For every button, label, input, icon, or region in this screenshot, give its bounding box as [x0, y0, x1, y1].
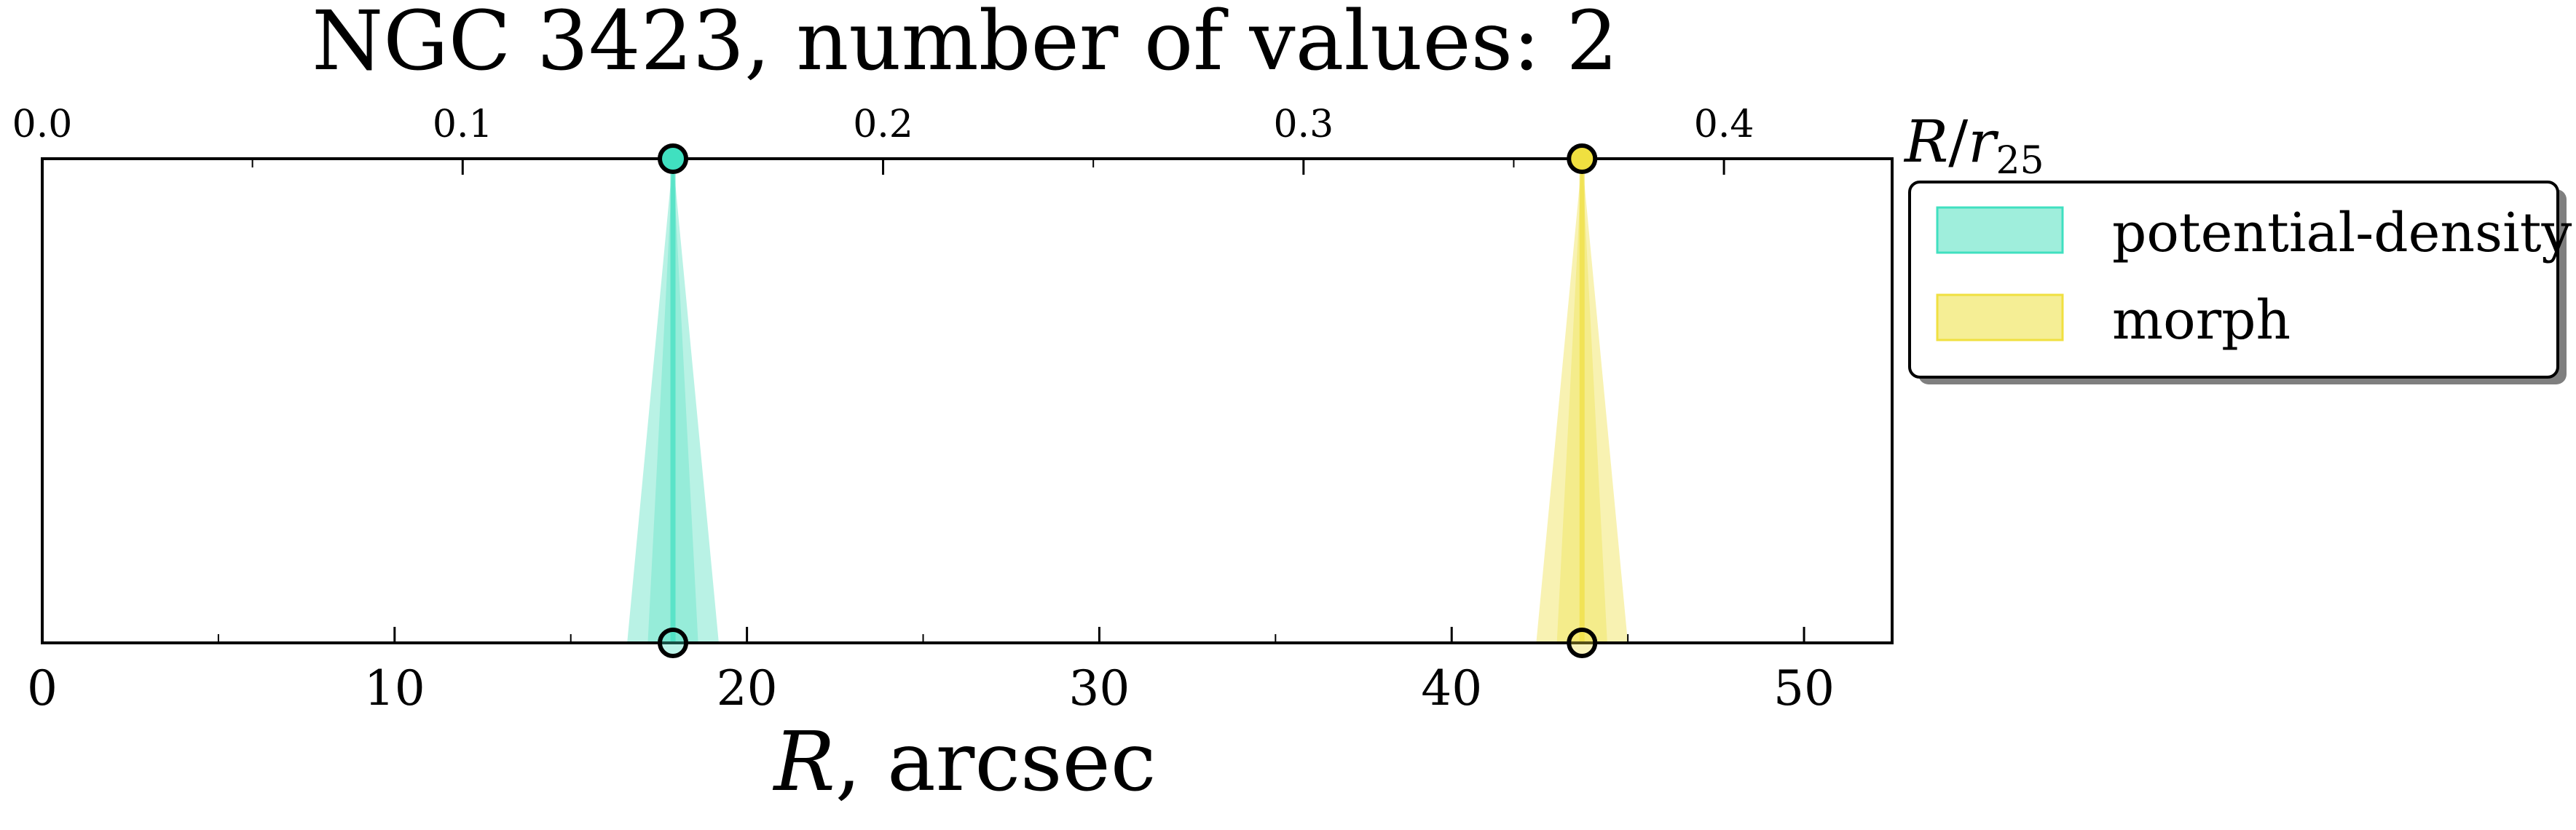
series-marker-morph-bottom	[1567, 628, 1598, 658]
series-marker-morph-top	[1567, 143, 1598, 174]
legend-label-potential-density: potential-density	[2112, 202, 2572, 264]
top-tick-label: 0.4	[1694, 103, 1754, 146]
legend-swatch-potential-density	[1936, 206, 2064, 254]
chart-title: NGC 3423, number of values: 2	[312, 0, 1618, 89]
x-tick-label: 50	[1773, 660, 1835, 716]
top-tick-label: 0.3	[1273, 103, 1334, 146]
series-marker-potential-density-bottom	[658, 628, 689, 658]
x-tick-label: 40	[1421, 660, 1482, 716]
x-axis-label: R, arcsec	[772, 715, 1156, 810]
plot-frame	[41, 157, 1894, 644]
top-axis-label: R/r25	[1903, 108, 2044, 183]
legend: potential-density morph	[1908, 181, 2572, 384]
legend-swatch-morph	[1936, 293, 2064, 341]
x-tick-label: 10	[364, 660, 425, 716]
top-tick-label: 0.1	[433, 103, 493, 146]
x-tick-label: 30	[1068, 660, 1130, 716]
series-marker-potential-density-top	[658, 143, 689, 174]
top-tick-label: 0.0	[12, 103, 73, 146]
x-tick-label: 20	[717, 660, 778, 716]
legend-box	[1908, 181, 2559, 379]
bottom-axis: 0 10 20 30 40 50	[27, 627, 1835, 716]
markers-layer	[658, 143, 1598, 658]
series-layer	[627, 159, 1628, 643]
top-axis: 0.0 0.1 0.2 0.3 0.4	[12, 103, 1754, 175]
x-tick-label: 0	[27, 660, 58, 716]
legend-label-morph: morph	[2112, 289, 2291, 352]
top-tick-label: 0.2	[853, 103, 913, 146]
